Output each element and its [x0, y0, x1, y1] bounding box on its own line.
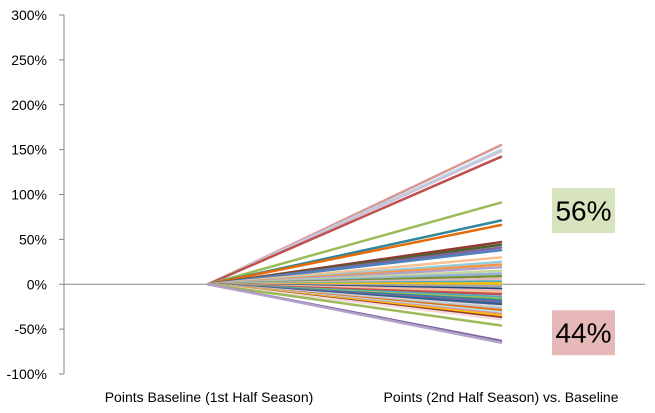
y-tick-label: 50%	[19, 231, 47, 247]
annotation-label: 56%	[555, 196, 611, 227]
series-line	[206, 223, 503, 286]
x-category-label: Points Baseline (1st Half Season)	[105, 389, 314, 405]
y-tick-label: 100%	[11, 187, 47, 203]
y-tick-label: 0%	[27, 276, 47, 292]
annotation-box: 56%	[552, 188, 615, 234]
y-tick-label: -50%	[14, 321, 47, 337]
annotation-box: 44%	[552, 310, 615, 356]
series-lines	[206, 143, 503, 344]
series-line	[206, 283, 503, 344]
y-tick-label: 250%	[11, 52, 47, 68]
x-axis: Points Baseline (1st Half Season) Points …	[64, 283, 645, 405]
series-line	[206, 201, 503, 286]
annotation-background	[552, 310, 615, 356]
y-tick-label: 150%	[11, 142, 47, 158]
series-line	[206, 283, 503, 327]
y-tick-label: -100%	[7, 366, 47, 382]
y-axis: -100% -50% 0% 50% 100% 150% 200% 250% 300%	[7, 7, 65, 382]
y-tick-label: 300%	[11, 7, 47, 23]
x-category-label: Points (2nd Half Season) vs. Baseline	[383, 389, 618, 405]
y-tick-label: 200%	[11, 97, 47, 113]
series-line	[206, 155, 503, 286]
annotation-label: 44%	[555, 318, 611, 349]
annotations: 56% 44%	[552, 188, 615, 356]
annotation-background	[552, 188, 615, 234]
